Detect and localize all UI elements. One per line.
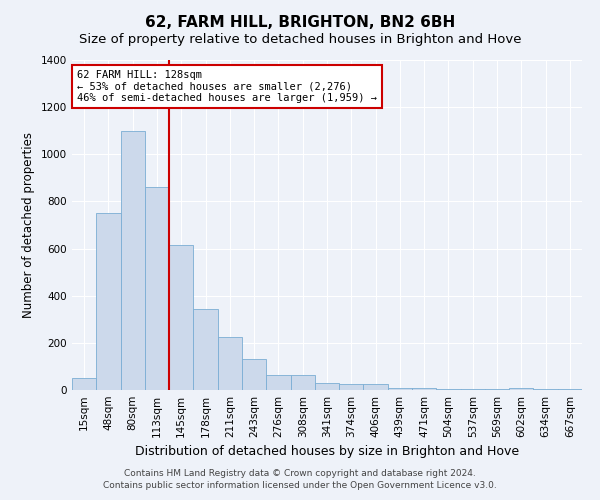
Text: 62, FARM HILL, BRIGHTON, BN2 6BH: 62, FARM HILL, BRIGHTON, BN2 6BH [145,15,455,30]
Bar [436,389,461,390]
Bar [412,388,436,390]
Bar [290,374,315,390]
Text: Contains HM Land Registry data © Crown copyright and database right 2024.
Contai: Contains HM Land Registry data © Crown c… [103,468,497,490]
Bar [485,389,509,390]
Bar [461,389,485,390]
Bar [193,308,218,390]
Bar [339,384,364,390]
Bar [218,337,242,390]
X-axis label: Distribution of detached houses by size in Brighton and Hove: Distribution of detached houses by size … [135,446,519,458]
Bar [533,389,558,390]
Bar [315,383,339,390]
Text: 62 FARM HILL: 128sqm
← 53% of detached houses are smaller (2,276)
46% of semi-de: 62 FARM HILL: 128sqm ← 53% of detached h… [77,70,377,103]
Bar [388,388,412,390]
Bar [169,245,193,390]
Y-axis label: Number of detached properties: Number of detached properties [22,132,35,318]
Bar [509,388,533,390]
Bar [242,360,266,390]
Bar [558,389,582,390]
Bar [364,384,388,390]
Text: Size of property relative to detached houses in Brighton and Hove: Size of property relative to detached ho… [79,32,521,46]
Bar [145,188,169,390]
Bar [96,213,121,390]
Bar [72,378,96,390]
Bar [266,374,290,390]
Bar [121,130,145,390]
